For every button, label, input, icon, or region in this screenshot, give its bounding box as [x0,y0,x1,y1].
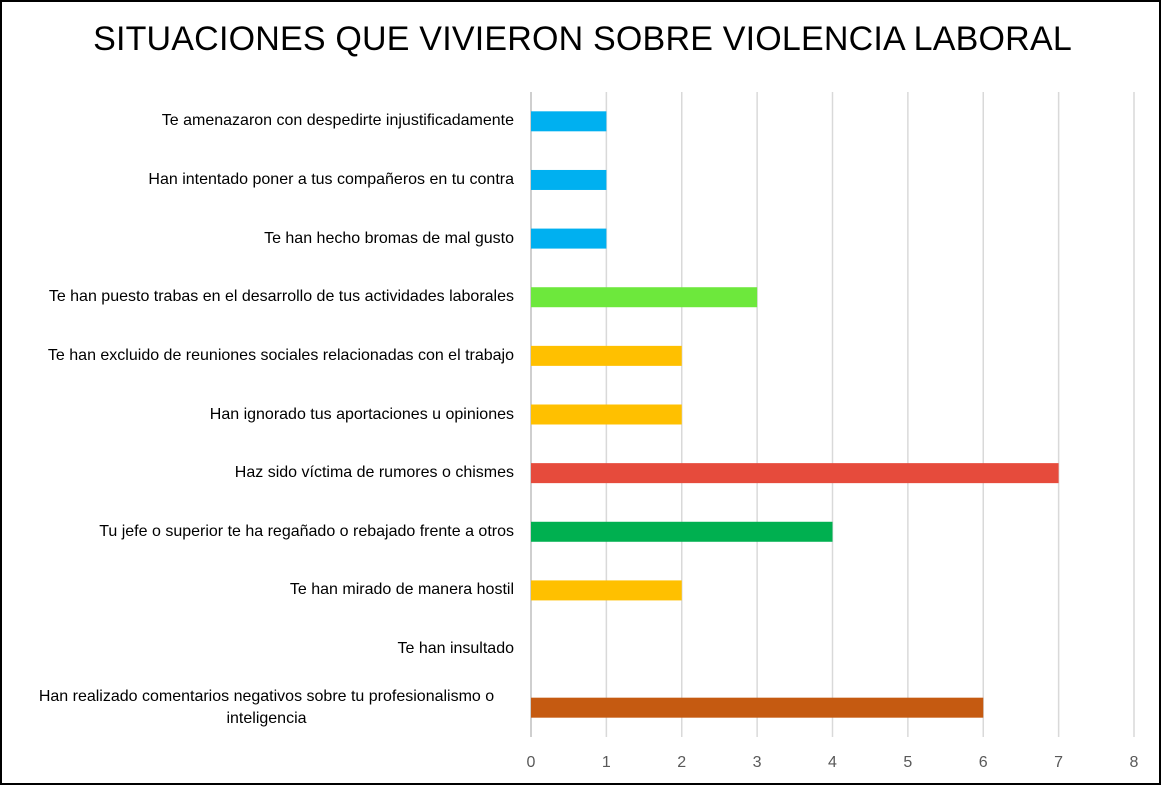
category-label: Han intentado poner a tus compañeros en … [148,170,514,188]
bar [531,228,607,249]
category-label: Te han puesto trabas en el desarrollo de… [48,288,514,306]
category-label: Han realizado comentarios negativos sobr… [38,687,495,727]
bar [531,697,984,718]
bar [531,169,607,190]
bar [531,463,1059,484]
bar [531,345,682,366]
bar [531,287,758,308]
x-tick-label: 7 [1054,754,1063,771]
x-tick-label: 6 [979,754,988,771]
bar [531,404,682,425]
x-tick-label: 5 [903,754,912,771]
category-label: Han ignorado tus aportaciones u opinione… [209,405,514,423]
x-tick-label: 1 [602,754,611,771]
bar [531,521,833,542]
x-tick-label: 0 [527,754,536,771]
category-label: Te amenazaron con despedirte injustifica… [161,112,514,130]
category-label: Haz sido víctima de rumores o chismes [234,464,514,482]
category-label: Te han hecho bromas de mal gusto [264,229,514,247]
bar [531,111,607,132]
category-label: Tu jefe o superior te ha regañado o reba… [99,522,514,540]
x-tick-label: 2 [677,754,686,771]
chart-title: SITUACIONES QUE VIVIERON SOBRE VIOLENCIA… [93,20,1072,58]
category-label: Te han excluido de reuniones sociales re… [47,346,514,364]
category-label: Te han insultado [397,640,514,658]
x-tick-label: 4 [828,754,837,771]
category-label: Te han mirado de manera hostil [289,581,514,599]
x-tick-label: 8 [1130,754,1139,771]
bar [531,580,682,601]
x-tick-label: 3 [753,754,762,771]
